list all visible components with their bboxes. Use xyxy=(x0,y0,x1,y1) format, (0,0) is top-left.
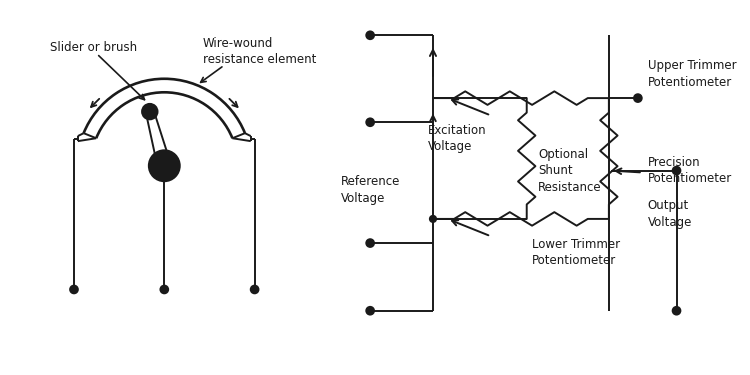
Text: Output
Voltage: Output Voltage xyxy=(647,200,692,229)
Circle shape xyxy=(366,307,374,315)
Circle shape xyxy=(430,216,436,222)
Polygon shape xyxy=(146,111,171,168)
Text: Slider or brush: Slider or brush xyxy=(50,41,137,54)
Circle shape xyxy=(673,167,680,174)
Text: Upper Trimmer
Potentiometer: Upper Trimmer Potentiometer xyxy=(647,59,736,89)
Text: Lower Trimmer
Potentiometer: Lower Trimmer Potentiometer xyxy=(532,238,620,267)
Circle shape xyxy=(142,104,158,119)
Circle shape xyxy=(160,286,168,293)
Circle shape xyxy=(634,94,642,102)
Circle shape xyxy=(366,239,374,247)
Text: Excitation
Voltage: Excitation Voltage xyxy=(428,124,487,153)
Text: Reference
Voltage: Reference Voltage xyxy=(341,175,400,205)
Circle shape xyxy=(148,150,180,181)
Circle shape xyxy=(366,118,374,126)
Circle shape xyxy=(70,286,78,293)
Circle shape xyxy=(673,307,680,315)
Circle shape xyxy=(161,163,167,169)
Text: Optional
Shunt
Resistance: Optional Shunt Resistance xyxy=(538,148,602,194)
Circle shape xyxy=(366,32,374,39)
Text: Wire-wound
resistance element: Wire-wound resistance element xyxy=(203,37,316,66)
Circle shape xyxy=(251,286,259,293)
Text: Precision
Potentiometer: Precision Potentiometer xyxy=(647,156,732,185)
Circle shape xyxy=(157,158,172,174)
